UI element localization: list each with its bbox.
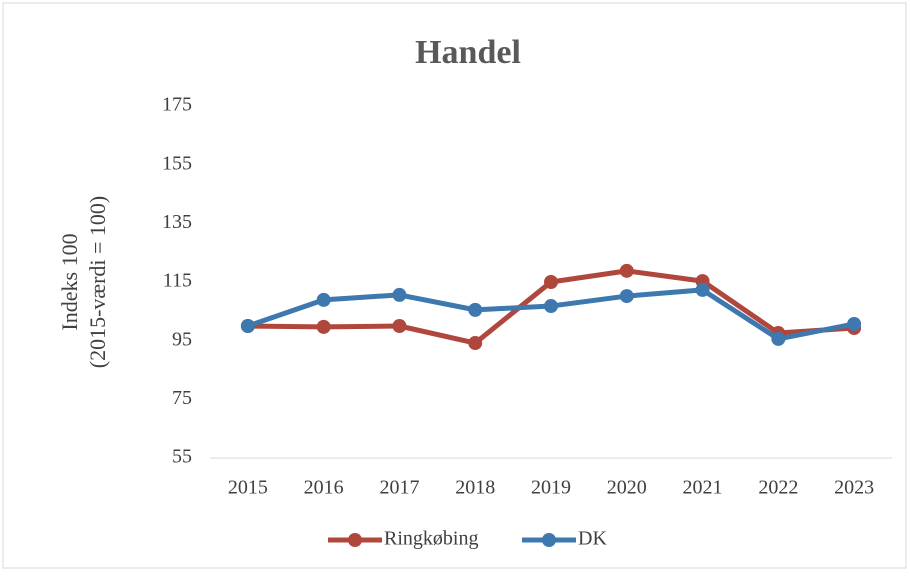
x-tick-label: 2017	[379, 477, 419, 499]
marker	[316, 319, 331, 334]
y-tick-label: 75	[172, 387, 192, 409]
legend-marker	[542, 533, 556, 547]
x-tick-label: 2019	[531, 477, 571, 499]
y-tick-label: 155	[162, 152, 192, 174]
marker	[619, 263, 634, 278]
marker	[544, 299, 558, 314]
y-tick-label: 175	[162, 94, 192, 116]
legend-marker	[348, 533, 362, 547]
y-axis-label: Indeks 100	[57, 233, 82, 330]
marker	[544, 275, 558, 289]
x-tick-label: 2022	[758, 477, 798, 499]
marker	[771, 331, 786, 346]
y-tick-label: 115	[163, 270, 192, 292]
marker	[240, 319, 255, 333]
marker	[695, 282, 710, 297]
x-tick-label: 2015	[228, 477, 268, 499]
marker	[847, 316, 862, 331]
marker	[392, 319, 407, 333]
x-tick-label: 2023	[834, 477, 874, 499]
x-tick-label: 2018	[455, 477, 495, 499]
x-tick-label: 2016	[304, 477, 344, 499]
marker	[468, 336, 483, 351]
x-tick-label: 2020	[607, 477, 647, 499]
y-axis-label: (2015-værdi = 100)	[85, 196, 110, 369]
x-tick-label: 2021	[683, 477, 723, 499]
y-tick-label: 55	[172, 446, 192, 468]
y-tick-label: 95	[172, 328, 192, 350]
marker	[392, 287, 407, 302]
marker	[619, 289, 634, 304]
chart-border	[2, 2, 907, 569]
marker	[468, 302, 483, 317]
legend-label: DK	[578, 528, 607, 550]
chart-title: Handel	[415, 34, 521, 71]
legend-label: Ringkøbing	[384, 528, 478, 550]
marker	[316, 292, 331, 307]
y-tick-label: 135	[162, 211, 192, 233]
